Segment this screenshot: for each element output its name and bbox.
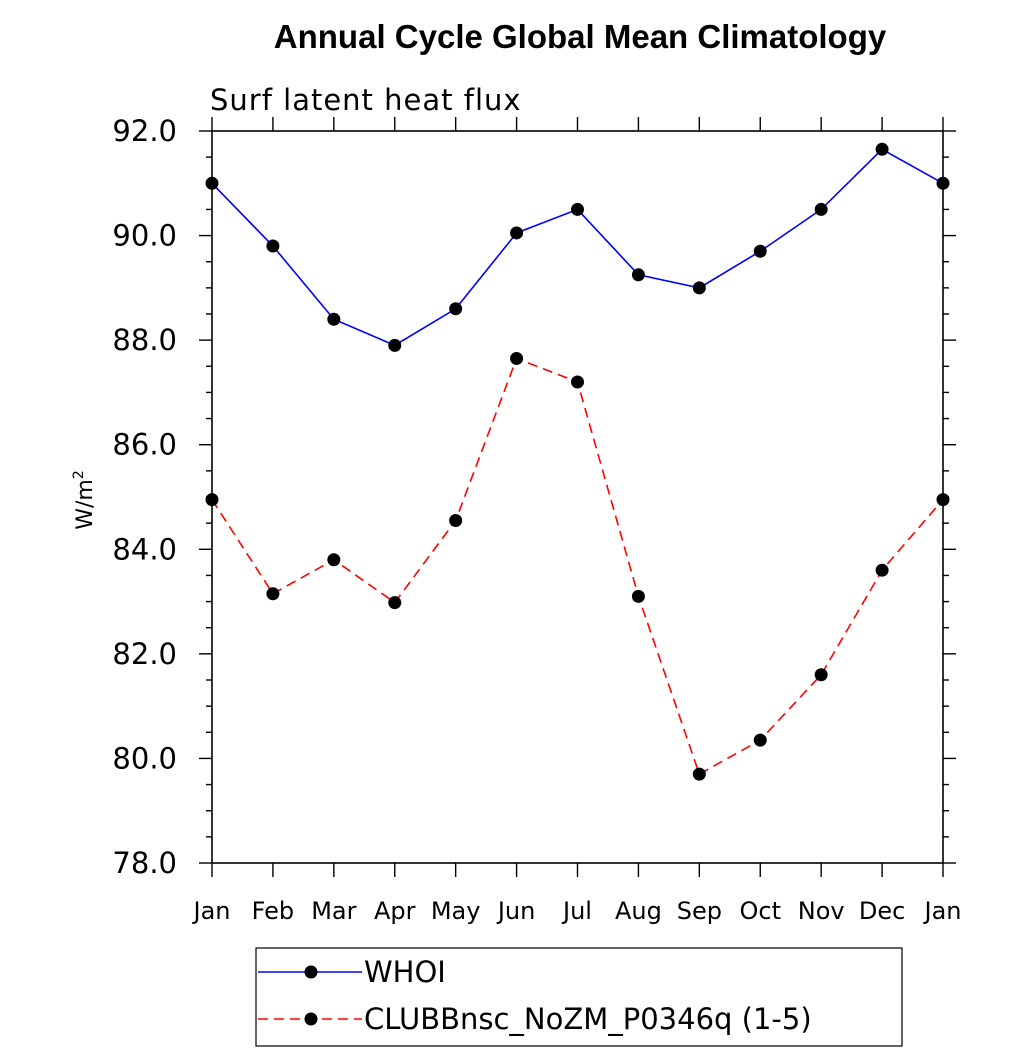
legend-box (255, 947, 903, 1047)
data-point (875, 563, 889, 577)
legend: WHOI CLUBBnsc_NoZM_P0346q (1-5) (255, 947, 903, 1047)
data-point (814, 668, 828, 682)
chart-title: Annual Cycle Global Mean Climatology (273, 18, 887, 55)
data-point (814, 202, 828, 216)
y-tick-label: 86.0 (112, 428, 177, 462)
y-tick-label: 90.0 (112, 219, 177, 253)
data-point (449, 514, 463, 528)
data-point (327, 312, 341, 326)
data-point (631, 589, 645, 603)
plot-frame (211, 130, 944, 864)
data-point (936, 176, 950, 190)
x-tick-label: Apr (374, 897, 416, 925)
chart-subtitle: Surf latent heat flux (210, 83, 522, 117)
series-layer (205, 142, 950, 781)
svg-text:W/m2: W/m2 (71, 470, 98, 530)
data-point (266, 587, 280, 601)
data-point (875, 142, 889, 156)
series-line (211, 357, 944, 776)
data-point (571, 375, 584, 389)
y-axis-label-group: W/m2 (71, 470, 98, 530)
y-tick-label: 82.0 (112, 637, 177, 671)
y-tick-label: 92.0 (112, 114, 177, 148)
data-point (936, 493, 950, 507)
y-tick-label: 88.0 (112, 323, 177, 357)
data-point (266, 239, 280, 253)
x-tick-label: Jul (561, 897, 592, 925)
y-tick-label: 84.0 (112, 532, 177, 566)
y-tick-label: 80.0 (112, 741, 177, 775)
y-axis-label: W/m (73, 479, 98, 530)
data-point (449, 302, 463, 316)
data-point (205, 176, 219, 190)
y-axis-label-superscript: 2 (71, 470, 87, 479)
data-point (692, 767, 706, 781)
x-tick-label: Jan (192, 897, 231, 925)
data-point (753, 244, 767, 258)
x-tick-label: Dec (859, 897, 905, 925)
legend-marker (304, 965, 318, 979)
x-tick-label: Nov (798, 897, 845, 925)
x-tick-label: Aug (615, 897, 662, 925)
legend-label: WHOI (364, 955, 446, 989)
plot-border (211, 130, 944, 864)
data-point (510, 351, 524, 365)
series-line (211, 148, 944, 347)
data-point (388, 338, 402, 352)
x-tick-label: Mar (311, 897, 356, 925)
data-point (388, 596, 402, 610)
data-point (205, 493, 219, 507)
data-point (692, 281, 706, 295)
x-tick-label: Feb (252, 897, 295, 925)
legend-label: CLUBBnsc_NoZM_P0346q (1-5) (364, 1002, 812, 1036)
data-point (753, 733, 767, 747)
y-axis: 78.0 80.0 82.0 84.0 86.0 88.0 90.0 92.0 (112, 114, 956, 880)
data-point (510, 226, 524, 240)
y-tick-label: 78.0 (112, 846, 177, 880)
x-tick-label: Sep (677, 897, 722, 925)
series-2 (205, 351, 950, 781)
x-axis: Jan Feb Mar Apr May Jun Jul Aug Sep Oct Nov Dec Jan (192, 117, 962, 925)
legend-marker (304, 1012, 318, 1026)
data-point (571, 202, 584, 216)
series-1 (205, 142, 950, 352)
x-tick-label: Oct (740, 897, 782, 925)
data-point (327, 553, 341, 567)
x-tick-label: Jan (923, 897, 962, 925)
x-tick-label: May (431, 897, 481, 925)
x-tick-label: Jun (496, 897, 536, 925)
data-point (631, 268, 645, 282)
